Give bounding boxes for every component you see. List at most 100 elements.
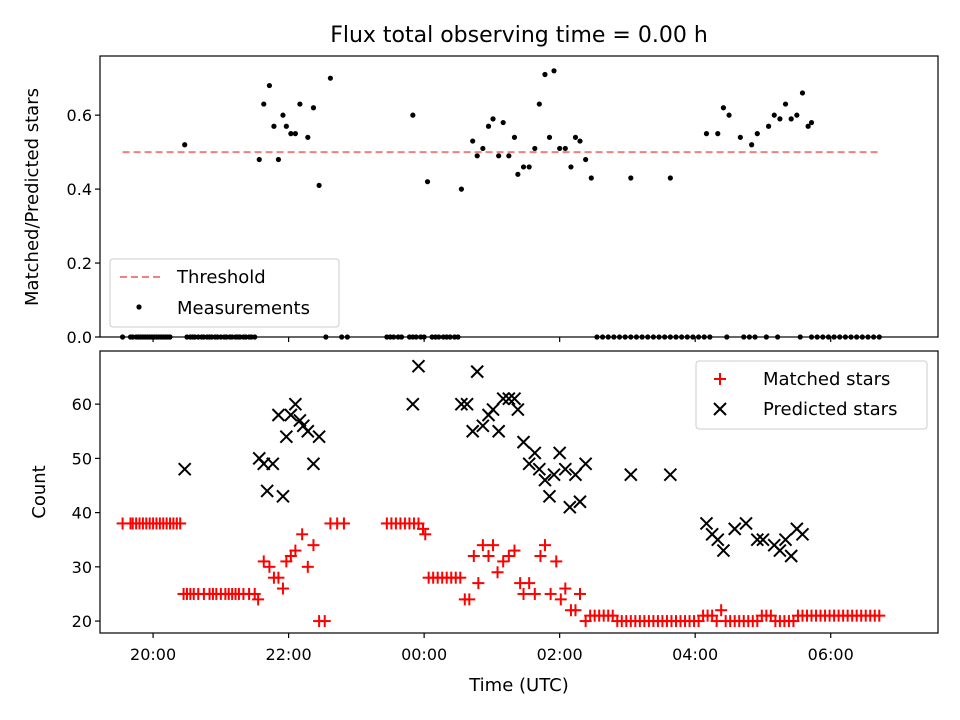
predicted-star-point xyxy=(532,462,547,476)
matched-star-point xyxy=(289,544,302,557)
measurement-point xyxy=(594,334,600,340)
matched-star-point xyxy=(873,609,886,622)
matched-star-point xyxy=(569,604,582,617)
matched-star-point xyxy=(318,615,331,628)
measurement-point xyxy=(515,171,521,177)
measurement-point xyxy=(413,334,419,340)
bottom-x-tick-label: 06:00 xyxy=(808,645,854,664)
predicted-star-point xyxy=(538,473,552,487)
measurement-point xyxy=(690,334,696,340)
bottom-y-ticks: 20 30 40 50 60 xyxy=(72,395,100,631)
measurement-point xyxy=(605,334,611,340)
predicted-star-point xyxy=(750,533,765,547)
predicted-star-point xyxy=(411,359,426,373)
matched-star-point xyxy=(497,555,510,568)
measurement-point xyxy=(639,334,645,340)
bottom-x-tick-label: 04:00 xyxy=(672,645,718,664)
measurement-point xyxy=(622,334,628,340)
measurement-point xyxy=(470,138,476,144)
measurement-point xyxy=(568,164,574,170)
measurement-point xyxy=(474,153,480,159)
measurement-point xyxy=(854,334,860,340)
measurement-point xyxy=(271,123,277,129)
measurement-point xyxy=(837,334,843,340)
measurement-point xyxy=(500,119,506,126)
measurement-point xyxy=(323,334,329,340)
measurement-point xyxy=(583,156,589,163)
measurement-point xyxy=(520,164,527,170)
matched-star-point xyxy=(544,587,557,600)
measurement-point xyxy=(506,153,512,159)
matched-legend-label: Matched stars xyxy=(763,369,890,390)
measurements-legend-label: Measurements xyxy=(177,298,310,319)
matched-star-point xyxy=(276,582,289,595)
predicted-star-point xyxy=(578,457,593,471)
top-plot-frame xyxy=(99,55,939,338)
predicted-star-point xyxy=(301,424,315,438)
predicted-star-point xyxy=(773,543,787,558)
predicted-star-point xyxy=(288,397,303,411)
measurement-point xyxy=(746,334,752,340)
top-panel: Flux total observing time = 0.00 h 0.00.… xyxy=(22,23,939,347)
predicted-star-point xyxy=(739,516,753,531)
predicted-star-point xyxy=(542,489,557,504)
measurement-point xyxy=(572,134,579,140)
bottom-x-tick-label: 00:00 xyxy=(401,645,447,664)
matched-star-point xyxy=(715,604,728,617)
predicted-star-point xyxy=(507,392,522,406)
measurement-point xyxy=(398,334,405,340)
measurement-point xyxy=(771,112,777,118)
predicted-star-point xyxy=(516,435,531,449)
measurement-point xyxy=(741,334,747,340)
measurement-point xyxy=(447,334,453,340)
measurement-point xyxy=(628,334,634,340)
predicted-star-point xyxy=(496,392,510,406)
measurement-point xyxy=(701,334,707,340)
measurement-point xyxy=(532,145,538,152)
matched-star-point xyxy=(476,539,489,552)
bottom-legend-box xyxy=(695,360,928,430)
measurement-point xyxy=(724,334,730,340)
measurement-point xyxy=(292,131,298,137)
matched-star-point xyxy=(482,549,495,562)
predicted-star-point xyxy=(177,462,192,476)
measurement-point xyxy=(339,334,345,340)
measurement-point xyxy=(182,142,188,148)
measurement-point xyxy=(557,145,563,152)
bottom-y-tick-label: 20 xyxy=(72,612,92,631)
measurement-point xyxy=(799,90,806,96)
matched-star-point xyxy=(472,577,485,590)
matched-star-point xyxy=(419,528,432,541)
measurement-point xyxy=(788,116,794,122)
bottom-legend: Matched stars Predicted stars xyxy=(695,360,928,430)
measurement-point xyxy=(266,82,273,89)
measurement-point xyxy=(167,334,173,340)
measurement-point xyxy=(458,186,465,192)
matched-star-point xyxy=(573,587,586,600)
measurement-point xyxy=(256,156,262,163)
predicted-star-point xyxy=(522,457,536,471)
predicted-star-point xyxy=(470,364,484,379)
predicted-star-point xyxy=(266,457,280,471)
measurement-point xyxy=(656,334,662,340)
measurement-point xyxy=(842,334,848,340)
measurement-point xyxy=(667,334,673,340)
top-legend-box xyxy=(109,258,340,328)
predicted-star-point xyxy=(511,402,525,417)
predicted-legend-label: Predicted stars xyxy=(763,399,897,420)
bottom-y-axis-label: Count xyxy=(29,465,50,518)
measurement-point xyxy=(703,131,710,137)
measurement-point xyxy=(496,153,502,159)
predicted-star-point xyxy=(573,495,587,509)
measurement-point xyxy=(633,334,640,340)
bottom-y-tick-label: 30 xyxy=(72,558,92,577)
matched-star-point xyxy=(508,544,521,557)
measurement-point xyxy=(344,334,350,340)
matched-star-point xyxy=(272,571,285,584)
measurement-point xyxy=(707,334,713,340)
measurement-point xyxy=(726,112,732,118)
measurement-point xyxy=(650,334,656,340)
measurement-point xyxy=(662,334,668,340)
predicted-star-point xyxy=(312,429,326,444)
